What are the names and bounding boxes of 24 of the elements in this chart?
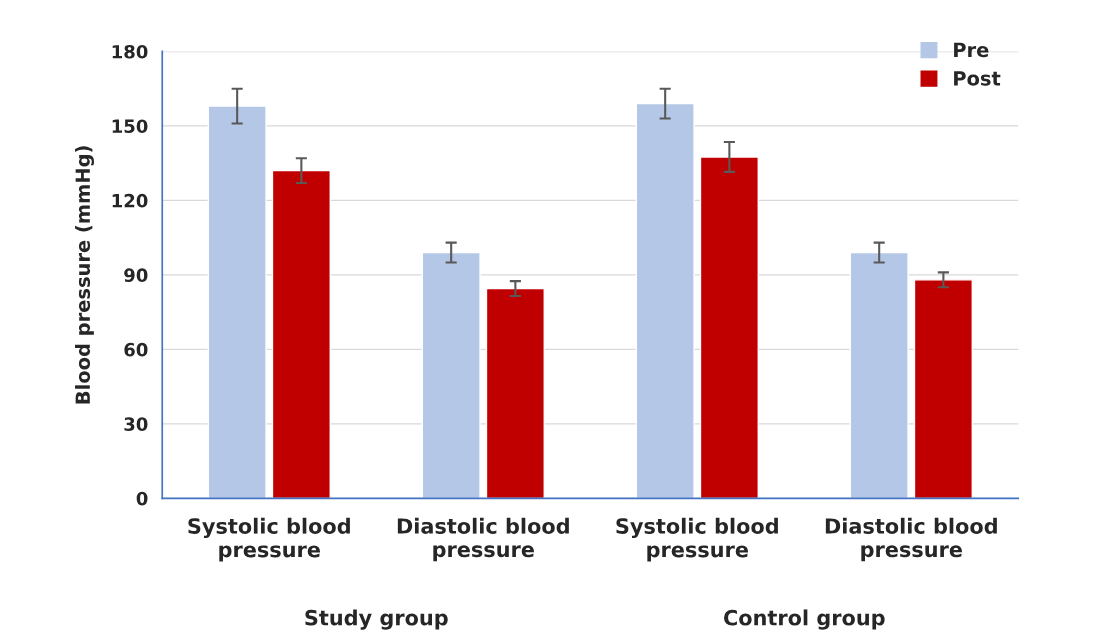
y-tick-label: 150 <box>112 119 148 134</box>
bar <box>421 251 481 499</box>
x-tick-label: Systolic blood pressure <box>616 517 778 562</box>
legend-label: Post <box>954 71 1001 86</box>
y-tick-label: 90 <box>124 268 148 282</box>
bar <box>635 102 695 499</box>
y-tick-label: 180 <box>112 44 148 59</box>
y-tick-label: 60 <box>124 342 148 357</box>
bar <box>849 251 909 499</box>
bar <box>207 105 267 499</box>
y-tick-label: 120 <box>112 193 148 208</box>
legend-label: Pre <box>954 42 989 58</box>
y-tick-label: 30 <box>124 417 148 431</box>
text: Study group <box>305 609 448 630</box>
x-tick-label: Diastolic blood pressure <box>397 517 569 562</box>
y-tick-label: 0 <box>136 491 148 506</box>
bar <box>485 287 545 499</box>
bar <box>271 169 331 499</box>
x-tick-label: Systolic blood pressure <box>188 517 350 562</box>
text: Control group <box>724 609 885 630</box>
x-tick-label: Diastolic blood pressure <box>825 517 997 562</box>
y-axis-title: Blood pressure (mmHg) <box>75 146 95 404</box>
bar <box>913 279 973 499</box>
bar <box>699 156 759 499</box>
